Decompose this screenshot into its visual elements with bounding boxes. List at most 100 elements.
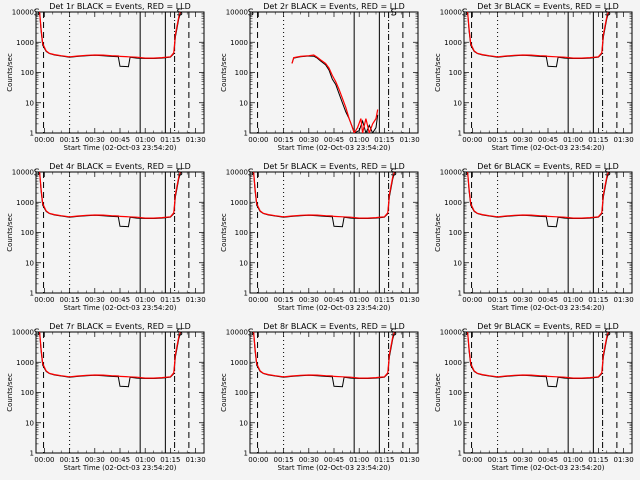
x-tick-label: 00:45 [110,456,130,464]
x-tick-label: 01:30 [614,296,634,304]
y-tick-label: 1000 [16,39,34,47]
x-tick-label: 00:45 [538,456,558,464]
x-tick-label: 00:45 [538,296,558,304]
lld-series-line [253,332,396,379]
x-tick-label: 00:30 [299,456,319,464]
x-tick-label: 00:45 [538,136,558,144]
y-tick-label: 1 [244,450,248,458]
y-tick-label: 10 [239,259,248,267]
x-tick-label: 00:15 [488,296,508,304]
saa-marker-label: S [390,328,396,339]
y-axis-label: Counts/sec [434,213,442,252]
x-axis-label: Start Time (02-Oct-03 23:54:20) [64,144,177,152]
x-tick-label: 01:15 [374,296,394,304]
y-axis-label: Counts/sec [434,373,442,412]
saa-marker-label: S [604,328,610,339]
x-tick-label: 00:15 [60,456,80,464]
x-tick-label: 01:00 [135,456,155,464]
x-tick-label: 01:00 [349,456,369,464]
chart-title: Det 4r BLACK = Events, RED = LLD [49,162,191,171]
plot-frame [249,11,419,134]
x-tick-label: 01:15 [160,296,180,304]
saa-marker-label: S [248,168,254,179]
x-axis-label: Start Time (02-Oct-03 23:54:20) [492,304,605,312]
y-tick-label: 10 [239,419,248,427]
chart-title: Det 3r BLACK = Events, RED = LLD [477,2,619,11]
series-group [39,172,182,228]
x-tick-label: 00:45 [110,296,130,304]
chart-title: Det 7r BLACK = Events, RED = LLD [49,322,191,331]
x-axis-label: Start Time (02-Oct-03 23:54:20) [278,144,391,152]
y-tick-label: 1000 [444,39,462,47]
lld-series-line [39,332,182,379]
plot-frame [35,11,205,134]
chart-panel: Det 8r BLACK = Events, RED = LLD 1 10 100 10… [220,322,420,472]
x-tick-label: 00:30 [513,136,533,144]
x-tick-label: 00:30 [513,296,533,304]
lld-series-line [291,54,379,133]
y-tick-label: 100 [449,69,462,77]
x-tick-label: 01:30 [400,456,420,464]
chart-title: Det 6r BLACK = Events, RED = LLD [477,162,619,171]
series-group [39,12,182,68]
x-tick-label: 01:15 [160,136,180,144]
events-series-line [291,55,379,133]
saa-marker-label: S [176,168,182,179]
x-tick-label: 01:15 [588,136,608,144]
series-group [467,332,610,388]
saa-marker-label: S [390,168,396,179]
x-tick-label: 01:30 [614,136,634,144]
chart-panel: Det 2r BLACK = Events, RED = LLD 1 10 100 10… [220,2,420,152]
x-tick-label: 01:30 [186,136,206,144]
x-axis-label: Start Time (02-Oct-03 23:54:20) [492,464,605,472]
plot-frame [463,331,633,454]
series-group [467,172,610,228]
plot-frame [249,331,419,454]
y-tick-label: 1000 [230,199,248,207]
y-tick-label: 100 [235,69,248,77]
y-axis-label: Counts/sec [6,373,14,412]
saa-marker-label: S [34,8,40,19]
x-tick-label: 01:30 [186,456,206,464]
y-axis-label: Counts/sec [6,213,14,252]
x-tick-label: 01:00 [349,296,369,304]
x-tick-label: 00:00 [248,296,268,304]
x-tick-label: 01:15 [588,296,608,304]
lld-series-line [467,332,610,379]
y-tick-label: 10 [453,419,462,427]
series-group [291,54,379,133]
x-tick-label: 00:45 [324,296,344,304]
x-tick-label: 00:00 [34,456,54,464]
saa-marker-label: S [604,8,610,19]
x-tick-label: 01:15 [374,136,394,144]
lld-series-line [253,172,396,219]
y-tick-label: 100 [21,389,34,397]
x-tick-label: 01:00 [135,296,155,304]
y-tick-label: 1 [30,130,34,138]
series-group [467,12,610,68]
x-tick-label: 01:30 [400,296,420,304]
series-group [253,172,396,228]
chart-title: Det 2r BLACK = Events, RED = LLD [263,2,405,11]
y-axis-label: Counts/sec [434,53,442,92]
plot-frame [463,11,633,134]
x-tick-label: 01:00 [349,136,369,144]
y-tick-label: 100 [449,389,462,397]
y-tick-label: 1 [244,130,248,138]
x-tick-label: 00:30 [85,136,105,144]
x-tick-label: 01:15 [374,456,394,464]
chart-panel: Det 1r BLACK = Events, RED = LLD 1 10 100 10… [6,2,206,152]
chart-panel: Det 7r BLACK = Events, RED = LLD 1 10 100 10… [6,322,206,472]
y-tick-label: 100 [21,229,34,237]
x-tick-label: 00:45 [110,136,130,144]
y-tick-label: 10000 [226,9,248,17]
x-tick-label: 00:00 [34,136,54,144]
chart-title: Det 5r BLACK = Events, RED = LLD [263,162,405,171]
x-tick-label: 00:15 [274,296,294,304]
x-tick-label: 00:30 [85,296,105,304]
y-tick-label: 10 [453,99,462,107]
y-axis-label: Counts/sec [6,53,14,92]
x-tick-label: 00:30 [85,456,105,464]
x-axis-label: Start Time (02-Oct-03 23:54:20) [278,304,391,312]
y-tick-label: 1000 [444,199,462,207]
